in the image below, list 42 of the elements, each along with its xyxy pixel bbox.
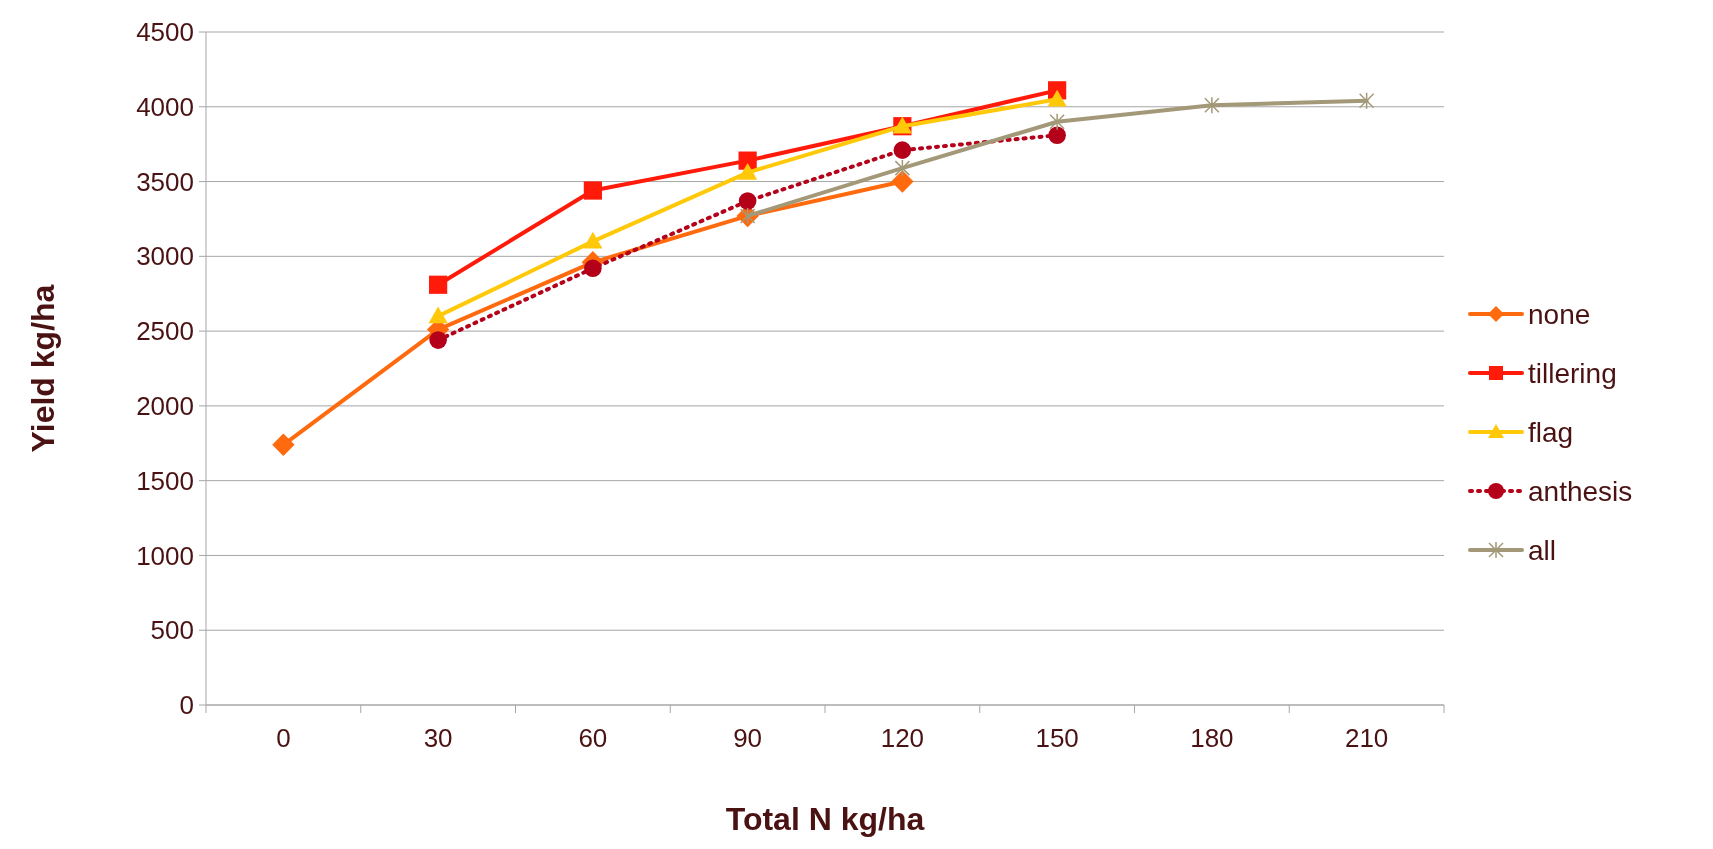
y-tick-label: 3000 [136,241,194,272]
point [583,181,602,200]
y-tick-label: 4000 [136,91,194,122]
point [894,159,911,177]
x-tick-label: 30 [423,723,453,753]
point [428,306,448,324]
x-tick-label: 150 [1035,723,1079,753]
point [272,433,295,456]
point [1048,126,1066,144]
point [429,275,448,294]
point [893,141,912,159]
legend-label: none [1528,298,1591,330]
y-tick-label: 1500 [136,465,194,496]
legend-label: tillering [1528,357,1617,389]
point [738,192,757,210]
point [1049,112,1065,131]
x-tick-label: 60 [578,723,608,753]
x-tick-label: 210 [1344,723,1389,753]
point [584,259,602,278]
point [1358,92,1375,110]
y-tick-label: 2500 [136,316,194,347]
x-tick-label: 90 [733,723,763,753]
y-tick-label: 4500 [136,17,194,48]
y-tick-label: 500 [150,615,194,646]
x-tick-label: 120 [880,723,925,753]
point [738,162,758,180]
y-tick-label: 2000 [136,390,194,421]
legend-label: flag [1528,416,1574,448]
legend-label: anthesis [1528,475,1633,507]
legend-label: all [1528,534,1557,566]
x-tick-label: 0 [276,723,291,753]
y-tick-label: 1000 [136,540,194,571]
x-axis-title: Total N kg/ha [725,801,925,837]
y-tick-label: 0 [179,690,194,721]
y-axis-title: Yield kg/ha [25,284,61,453]
point [1204,96,1220,115]
point [583,231,603,249]
point [429,331,447,349]
point [891,170,914,193]
point [1047,89,1067,107]
y-tick-label: 3500 [136,166,194,197]
x-tick-label: 180 [1190,723,1234,753]
